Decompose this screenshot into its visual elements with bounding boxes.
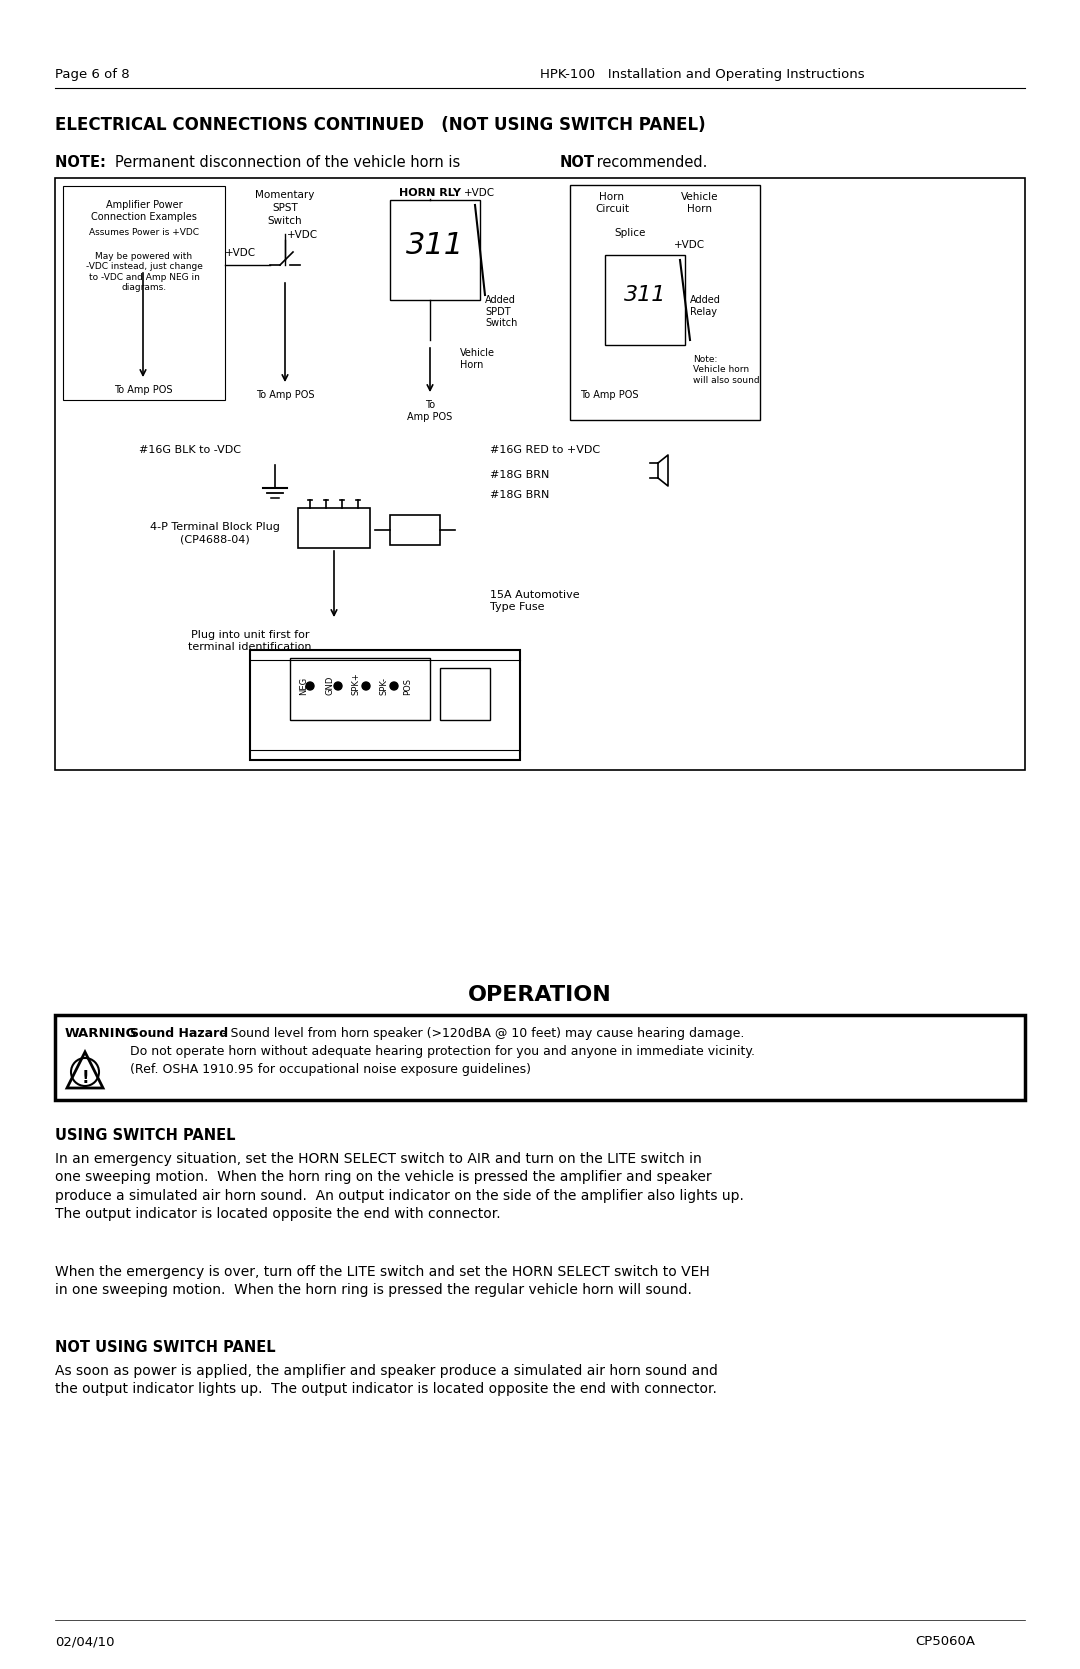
Text: Vehicle
Horn: Vehicle Horn [681, 192, 719, 214]
Bar [440, 668, 490, 719]
Text: Plug into unit first for
terminal identification: Plug into unit first for terminal identi… [188, 629, 312, 651]
Text: Horn
Circuit: Horn Circuit [595, 192, 629, 214]
Text: !: ! [81, 1070, 89, 1087]
Text: #16G BLK to -VDC: #16G BLK to -VDC [139, 446, 241, 456]
Bar [291, 658, 430, 719]
Bar [55, 179, 1025, 769]
Circle shape [390, 683, 399, 689]
Text: Amplifier Power: Amplifier Power [106, 200, 183, 210]
Text: When the emergency is over, turn off the LITE switch and set the HORN SELECT swi: When the emergency is over, turn off the… [55, 1265, 710, 1297]
Text: To Amp POS: To Amp POS [113, 386, 172, 396]
Text: NEG: NEG [299, 678, 309, 694]
Text: SPK+: SPK+ [351, 673, 361, 694]
Text: As soon as power is applied, the amplifier and speaker produce a simulated air h: As soon as power is applied, the amplifi… [55, 1364, 718, 1397]
Text: (Ref. OSHA 1910.95 for occupational noise exposure guidelines): (Ref. OSHA 1910.95 for occupational nois… [130, 1063, 531, 1077]
Text: POS: POS [404, 678, 413, 694]
Bar [570, 185, 760, 421]
Text: Sound Hazard: Sound Hazard [130, 1026, 228, 1040]
Text: Permanent disconnection of the vehicle horn is: Permanent disconnection of the vehicle h… [114, 155, 464, 170]
Bar [390, 516, 440, 546]
Text: 311: 311 [624, 285, 666, 305]
Text: 02/04/10: 02/04/10 [55, 1636, 114, 1647]
Text: Vehicle
Horn: Vehicle Horn [460, 349, 495, 369]
Text: GND: GND [325, 676, 335, 694]
Text: Added
Relay: Added Relay [690, 295, 720, 317]
Text: To
Amp POS: To Amp POS [407, 401, 453, 422]
Text: HPK-100   Installation and Operating Instructions: HPK-100 Installation and Operating Instr… [540, 68, 865, 82]
Text: NOT USING SWITCH PANEL: NOT USING SWITCH PANEL [55, 1340, 275, 1355]
Text: +VDC: +VDC [225, 249, 256, 259]
Text: 311: 311 [406, 230, 464, 259]
Text: Added
SPDT
Switch: Added SPDT Switch [485, 295, 517, 329]
Text: To Amp POS: To Amp POS [256, 391, 314, 401]
Text: - Sound level from horn speaker (>120dBA @ 10 feet) may cause hearing damage.: - Sound level from horn speaker (>120dBA… [218, 1026, 744, 1040]
Circle shape [362, 683, 370, 689]
Text: NOTE:: NOTE: [55, 155, 117, 170]
Text: Momentary: Momentary [255, 190, 314, 200]
Circle shape [306, 683, 314, 689]
Text: May be powered with
-VDC instead, just change
to -VDC and Amp NEG in
diagrams.: May be powered with -VDC instead, just c… [85, 252, 202, 292]
Bar [55, 1015, 1025, 1100]
Text: HORN RLY: HORN RLY [399, 189, 461, 199]
Text: +VDC: +VDC [674, 240, 705, 250]
Text: In an emergency situation, set the HORN SELECT switch to AIR and turn on the LIT: In an emergency situation, set the HORN … [55, 1152, 744, 1222]
Text: 4-P Terminal Block Plug: 4-P Terminal Block Plug [150, 522, 280, 532]
Text: WARNING: WARNING [65, 1026, 137, 1040]
Text: 15A Automotive
Type Fuse: 15A Automotive Type Fuse [490, 591, 580, 611]
Text: +VDC: +VDC [464, 189, 496, 199]
Text: CP5060A: CP5060A [915, 1636, 975, 1647]
Text: Assumes Power is +VDC: Assumes Power is +VDC [89, 229, 199, 237]
Text: +VDC: +VDC [287, 230, 319, 240]
Text: ELECTRICAL CONNECTIONS CONTINUED   (NOT USING SWITCH PANEL): ELECTRICAL CONNECTIONS CONTINUED (NOT US… [55, 117, 705, 134]
Bar [390, 200, 480, 300]
Text: Splice: Splice [615, 229, 646, 239]
Text: Do not operate horn without adequate hearing protection for you and anyone in im: Do not operate horn without adequate hea… [130, 1045, 755, 1058]
Text: Note:
Vehicle horn
will also sound: Note: Vehicle horn will also sound [693, 355, 759, 386]
Text: Switch: Switch [268, 215, 302, 225]
Text: OPERATION: OPERATION [468, 985, 612, 1005]
Text: #18G BRN: #18G BRN [490, 491, 550, 501]
Text: SPST: SPST [272, 204, 298, 214]
Text: recommended.: recommended. [592, 155, 707, 170]
Bar [298, 507, 370, 547]
Bar [249, 649, 519, 759]
Text: Page 6 of 8: Page 6 of 8 [55, 68, 130, 82]
Text: To Amp POS: To Amp POS [580, 391, 638, 401]
Text: Connection Examples: Connection Examples [91, 212, 197, 222]
Text: #18G BRN: #18G BRN [490, 471, 550, 481]
Text: NOT: NOT [561, 155, 595, 170]
Text: SPK-: SPK- [379, 678, 389, 694]
Bar [605, 255, 685, 345]
Text: USING SWITCH PANEL: USING SWITCH PANEL [55, 1128, 235, 1143]
Circle shape [334, 683, 342, 689]
Text: (CP4688-04): (CP4688-04) [180, 534, 249, 544]
Bar [63, 185, 225, 401]
Text: #16G RED to +VDC: #16G RED to +VDC [490, 446, 600, 456]
